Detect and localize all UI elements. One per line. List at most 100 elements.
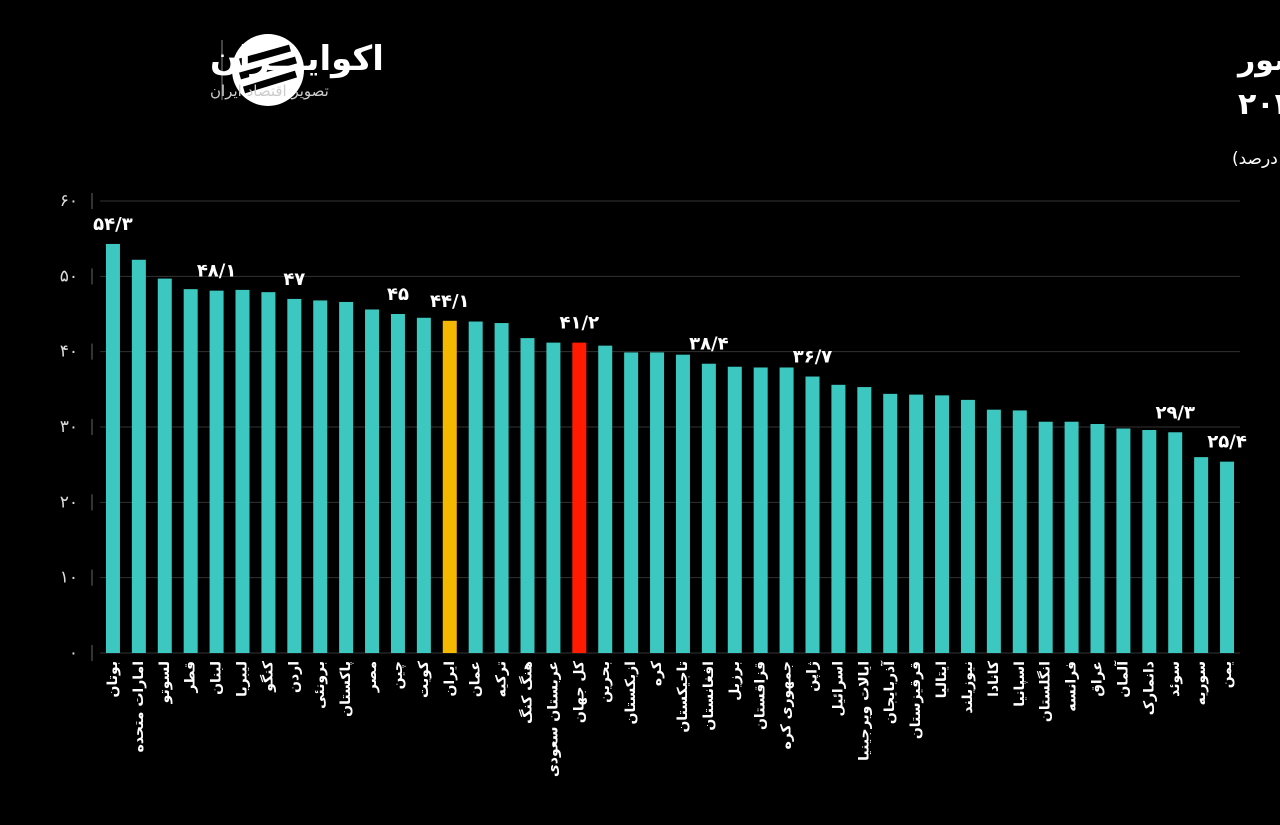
chart-title-line2: در سال ۲۰۲۳ [1238,87,1280,122]
bar [1168,432,1183,653]
value-label: ۲۵/۴ [1207,432,1247,453]
y-tick-label: ۲۰ [60,492,78,512]
value-label: ۲۹/۳ [1155,402,1195,423]
x-tick-label: کل جهان [571,660,587,723]
y-tick-label: ۱۰ [60,568,78,588]
x-tick-label: ایتالیا [934,661,950,698]
value-label: ۴۱/۲ [560,313,600,334]
x-tick-label: بوتان [105,661,121,698]
y-tick-label: ۵۰ [60,266,78,286]
bar [235,289,250,653]
value-label: ۳۸/۴ [689,334,729,355]
x-tick-label: قزاقستان [753,661,769,730]
value-label: ۳۶/۷ [793,347,833,368]
x-tick-label: ایران [442,661,458,697]
bar [1064,421,1079,653]
x-tick-label: عربستان سعودی [545,661,561,777]
x-tick-label: لبنان [209,661,225,695]
bar [1012,410,1027,653]
y-tick-label: ۶۰ [60,191,78,211]
x-tick-label: ایالات ویرجینیا [856,661,872,761]
x-tick-label: ازبکستان [623,661,639,724]
bar [494,323,509,653]
bar [1220,461,1235,653]
logo-name: اکوایـــران [210,39,384,79]
value-label: ۵۴/۳ [93,214,133,235]
bar [650,352,665,653]
bar [624,352,639,653]
bar [986,409,1001,653]
x-tick-label: برزیل [727,661,743,701]
bar [390,314,405,653]
x-tick-label: دانمارک [1141,661,1157,715]
bar [131,259,146,653]
bar [468,321,483,653]
y-tick-label: ۰ [69,643,78,663]
x-tick-label: کنگو [259,660,276,693]
x-tick-label: لسوتو [157,661,173,704]
x-tick-label: اردن [286,661,302,693]
x-tick-label: کانادا [986,660,1002,697]
bar [546,342,561,653]
bar [1090,423,1105,653]
x-tick-label: قرقیزستان [908,661,924,739]
logo: اکوایـــران تصویر اقتصاد ایران [210,34,384,106]
bar [909,394,924,653]
bar [857,387,872,653]
x-tick-label: نیوزیلند [960,661,976,714]
bar [365,309,380,653]
bar [598,345,613,653]
x-tick-label: پاکستان [338,661,354,717]
y-tick-label: ۳۰ [60,417,78,437]
bar [313,300,328,653]
x-tick-label: سوئد [1167,661,1183,697]
x-tick-label: ترکیه [494,661,510,697]
bar [209,290,224,653]
x-tick-label: قطر [183,661,199,694]
bar [157,278,172,653]
x-tick-label: تاجیکستان [675,661,691,733]
bar [1194,457,1209,653]
bar [183,289,198,653]
bar [339,301,354,653]
bar [960,399,975,653]
bar [287,298,302,653]
bar [572,342,587,653]
bar [442,320,457,653]
bar [831,384,846,653]
x-tick-label: برونئی [312,661,328,709]
x-tick-label: افغانستان [701,661,717,731]
x-tick-label: هنگ کنگ [519,661,536,724]
x-tick-label: عمان [468,661,484,697]
x-tick-label: کویت [416,660,432,698]
x-tick-label: انگلستان [1037,661,1054,722]
x-tick-label: اسرائیل [830,661,846,717]
chart-subtitle: (واحد: درصد) [1232,149,1280,169]
bar [779,367,794,653]
x-tick-label: یمن [1219,661,1235,688]
bar [753,367,768,653]
x-tick-label: ژاپن [805,661,821,692]
value-label: ۴۴/۱ [430,291,470,312]
x-tick-label: امارات متحده [131,661,147,752]
y-tick-label: ۴۰ [60,342,78,362]
bar [675,354,690,653]
x-tick-label: آلمان [1113,660,1131,698]
bar [416,317,431,653]
x-tick-label: بحرین [597,661,613,703]
value-label: ۴۸/۱ [197,261,237,282]
x-tick-label: فرانسه [1064,661,1080,712]
bar [1038,421,1053,653]
x-tick-label: چین [390,661,406,689]
logo-tagline: تصویر اقتصاد ایران [210,82,329,100]
bar [105,243,120,653]
x-tick-label: جمهوری کره [779,661,795,749]
bar [520,338,535,653]
bar [935,395,950,653]
x-tick-label: آذربایجان [880,660,898,724]
x-tick-label: مصر [364,661,380,693]
value-label: ۴۷ [283,269,305,290]
bar [701,363,716,653]
bar [261,292,276,653]
